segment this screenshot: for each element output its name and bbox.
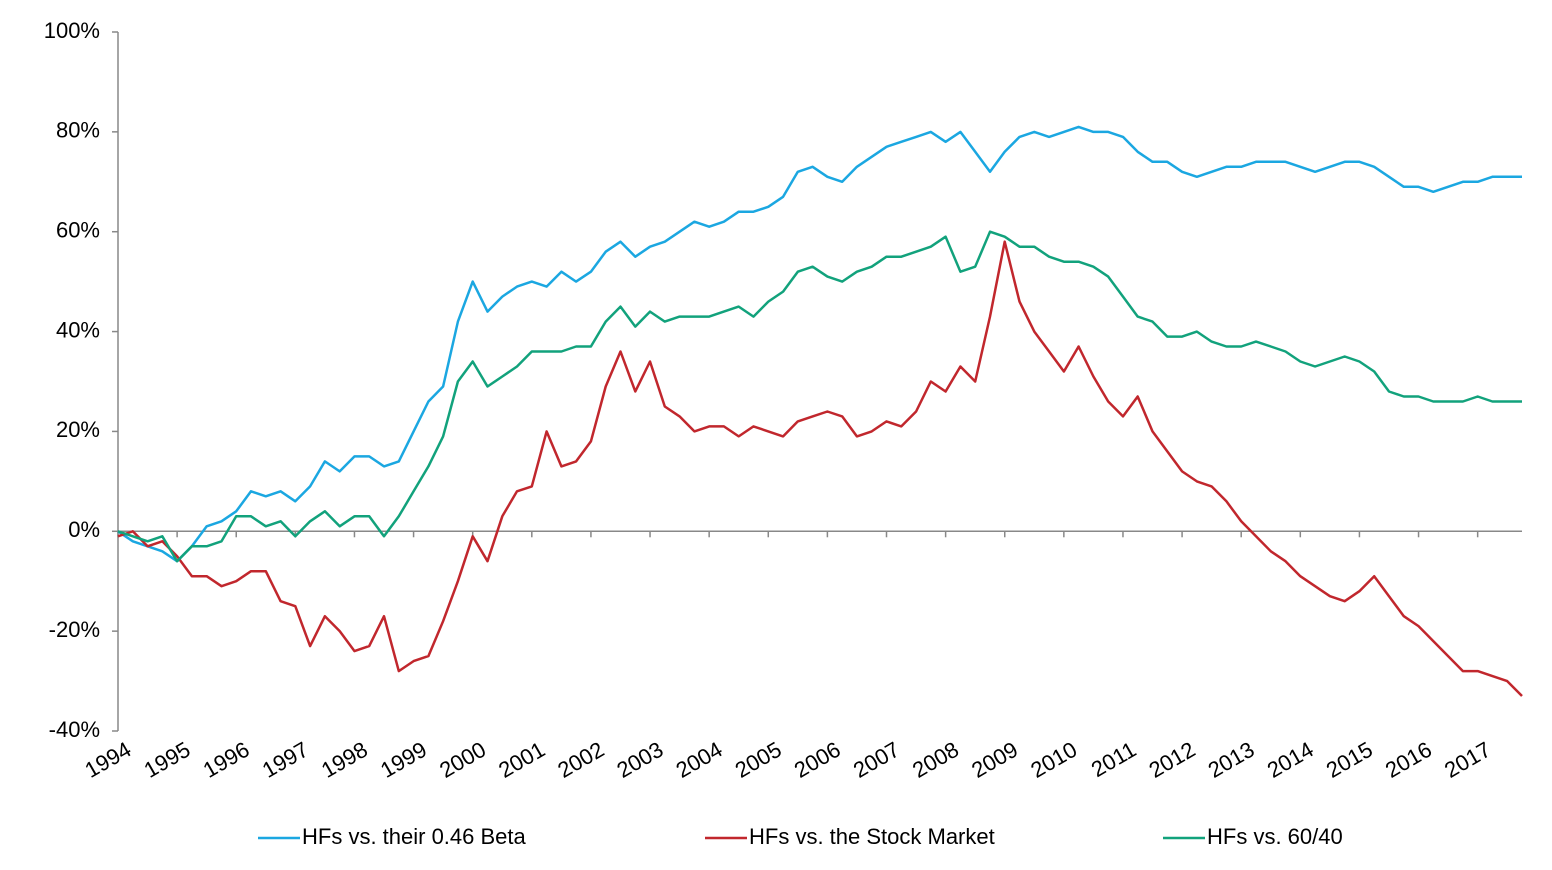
x-tick-label: 2005 [731, 737, 786, 783]
y-tick-label: -40% [49, 717, 100, 742]
legend-label: HFs vs. their 0.46 Beta [302, 824, 527, 849]
series-line [117, 125, 1522, 563]
x-tick-label: 2002 [553, 737, 608, 783]
x-tick-label: 2014 [1263, 737, 1318, 783]
legend-label: HFs vs. 60/40 [1207, 824, 1343, 849]
x-tick-label: 2000 [435, 737, 490, 783]
x-tick-label: 2010 [1026, 737, 1081, 783]
x-tick-label: 2001 [494, 737, 549, 783]
x-tick-label: 2003 [613, 737, 668, 783]
y-tick-label: 80% [56, 118, 100, 143]
x-tick-label: 2012 [1145, 737, 1200, 783]
x-tick-label: 1999 [376, 737, 431, 783]
x-tick-label: 1998 [317, 737, 372, 783]
y-tick-label: -20% [49, 617, 100, 642]
x-tick-label: 2008 [908, 737, 963, 783]
y-tick-label: 0% [68, 517, 100, 542]
x-tick-label: 1995 [140, 737, 195, 783]
y-tick-label: 60% [56, 218, 100, 243]
series-line [117, 240, 1523, 697]
x-tick-label: 2013 [1204, 737, 1259, 783]
x-tick-label: 2015 [1322, 737, 1377, 783]
x-tick-label: 1997 [258, 737, 313, 783]
x-tick-label: 2006 [790, 737, 845, 783]
x-tick-label: 2009 [967, 737, 1022, 783]
y-tick-label: 40% [56, 317, 100, 342]
x-tick-label: 2004 [672, 737, 727, 783]
x-tick-label: 2011 [1087, 737, 1140, 782]
series-line [117, 230, 1522, 563]
x-tick-label: 1994 [81, 737, 136, 783]
x-tick-label: 2007 [849, 737, 904, 783]
legend-label: HFs vs. the Stock Market [749, 824, 995, 849]
y-tick-label: 20% [56, 417, 100, 442]
x-tick-label: 2016 [1381, 737, 1436, 783]
y-tick-label: 100% [44, 18, 100, 43]
x-tick-label: 1996 [199, 737, 254, 783]
x-tick-label: 2017 [1440, 737, 1495, 783]
